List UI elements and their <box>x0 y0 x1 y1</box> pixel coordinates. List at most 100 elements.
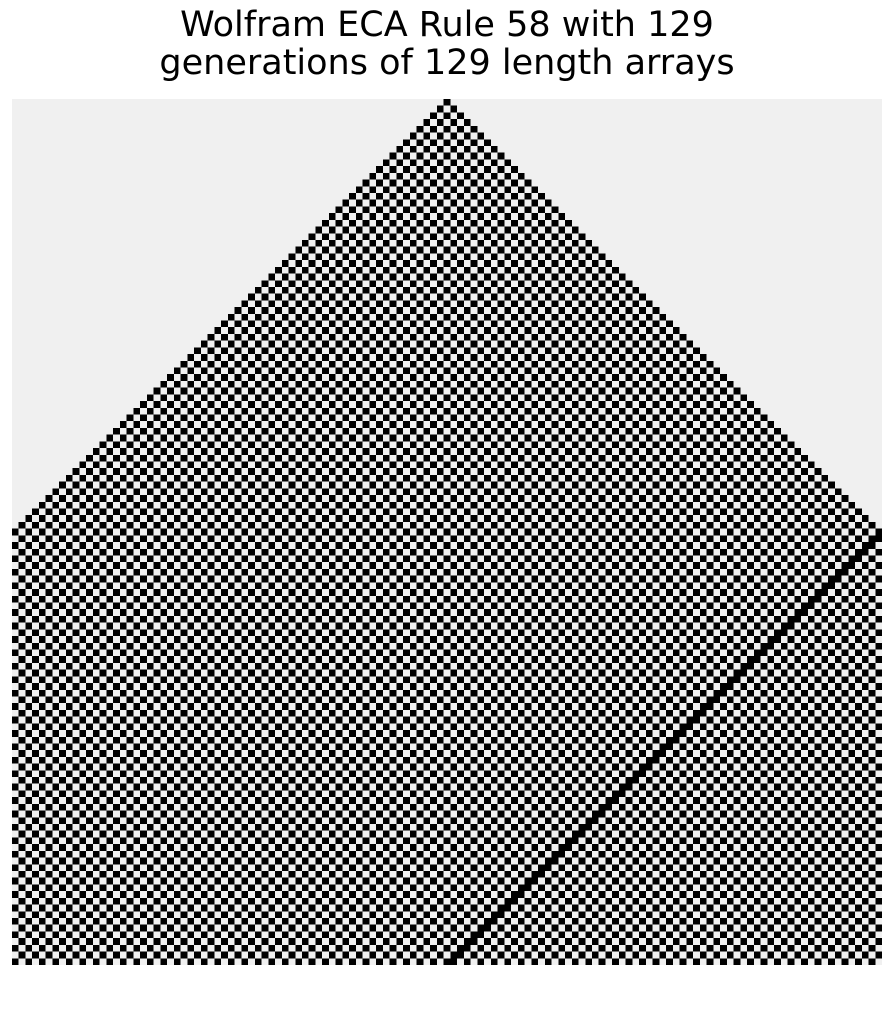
heatmap-cell <box>531 401 539 408</box>
heatmap-cell <box>558 360 566 368</box>
heatmap-cell <box>821 589 829 596</box>
heatmap-cell <box>531 374 539 381</box>
heatmap-cell <box>713 649 721 657</box>
heatmap-cell <box>140 736 147 744</box>
heatmap-cell <box>855 595 862 603</box>
heatmap-cell <box>302 548 309 556</box>
heatmap-cell <box>463 454 471 462</box>
heatmap-cell <box>268 810 276 818</box>
heatmap-cell <box>167 468 174 475</box>
heatmap-cell <box>639 615 646 623</box>
heatmap-cell <box>538 448 545 455</box>
heatmap-cell <box>322 743 329 751</box>
heatmap-cell <box>760 508 768 516</box>
heatmap-cell <box>706 535 714 543</box>
heatmap-cell <box>349 703 356 710</box>
heatmap-cell <box>565 730 572 737</box>
heatmap-cell <box>207 387 215 395</box>
heatmap-cell <box>834 669 842 677</box>
heatmap-cell <box>18 602 26 610</box>
heatmap-cell <box>423 683 431 690</box>
heatmap-cell <box>639 783 646 791</box>
heatmap-cell <box>12 716 19 724</box>
heatmap-cell <box>194 642 201 650</box>
heatmap-cell <box>133 434 141 442</box>
heatmap-row <box>12 703 876 710</box>
heatmap-cell <box>686 488 694 496</box>
heatmap-cell <box>565 622 572 630</box>
heatmap-cell <box>774 589 781 596</box>
heatmap-cell <box>86 548 93 556</box>
heatmap-cell <box>65 568 73 576</box>
heatmap-cell <box>807 474 815 482</box>
heatmap-cell <box>92 582 100 590</box>
heatmap-cell <box>221 347 228 355</box>
heatmap-cell <box>261 642 269 650</box>
heatmap-cell <box>349 434 356 442</box>
heatmap-cell <box>659 609 667 616</box>
heatmap-cell <box>119 582 127 590</box>
heatmap-cell <box>666 683 673 690</box>
heatmap-cell <box>612 508 619 516</box>
heatmap-cell <box>221 602 228 610</box>
heatmap-cell <box>585 709 592 717</box>
heatmap-cell <box>632 622 640 630</box>
heatmap-cell <box>659 763 667 771</box>
heatmap-cell <box>241 448 249 455</box>
heatmap-cell <box>342 642 350 650</box>
heatmap-cell <box>511 770 518 778</box>
heatmap-cell <box>625 615 633 623</box>
heatmap-cell <box>173 716 181 724</box>
heatmap-cell <box>382 669 390 677</box>
heatmap-cell <box>645 488 653 496</box>
heatmap-cell <box>578 354 586 361</box>
heatmap-cell <box>322 622 329 630</box>
heatmap-cell <box>787 468 795 475</box>
heatmap-cell <box>396 750 404 757</box>
heatmap-cell <box>140 803 147 811</box>
heatmap-cell <box>214 703 222 710</box>
heatmap-row <box>389 152 505 160</box>
heatmap-cell <box>551 219 559 227</box>
heatmap-cell <box>780 629 788 637</box>
heatmap-cell <box>565 246 572 254</box>
heatmap-cell <box>92 783 100 791</box>
heatmap-cell <box>187 810 195 818</box>
heatmap-cell <box>355 226 363 234</box>
heatmap-cell <box>382 266 390 274</box>
heatmap-cell <box>612 414 619 422</box>
heatmap-cell <box>167 602 174 610</box>
heatmap-cell <box>780 622 788 630</box>
heatmap-cell <box>470 354 478 361</box>
heatmap-cell <box>484 354 491 361</box>
heatmap-cell <box>268 770 276 778</box>
heatmap-cell <box>470 743 478 751</box>
heatmap-cell <box>167 615 174 623</box>
heatmap-cell <box>315 495 323 502</box>
heatmap-cell <box>376 474 383 482</box>
heatmap-cell <box>443 219 451 227</box>
heatmap-cell <box>484 206 491 214</box>
heatmap-cell <box>565 810 572 818</box>
heatmap-cell <box>659 542 667 549</box>
heatmap-cell <box>254 689 262 697</box>
heatmap-cell <box>511 743 518 751</box>
heatmap-cell <box>531 495 539 502</box>
heatmap-cell <box>382 454 390 462</box>
heatmap-cell <box>18 521 26 529</box>
heatmap-cell <box>268 434 276 442</box>
heatmap-cell <box>490 656 498 663</box>
heatmap-cell <box>490 441 498 449</box>
heatmap-cell <box>699 609 707 616</box>
heatmap-cell <box>25 662 33 670</box>
heatmap-cell <box>389 246 397 254</box>
heatmap-cell <box>126 521 134 529</box>
heatmap-cell <box>524 689 532 697</box>
heatmap-cell <box>450 548 458 556</box>
heatmap-cell <box>281 286 289 294</box>
heatmap-cell <box>571 374 579 381</box>
heatmap-cell <box>666 454 673 462</box>
heatmap-cell <box>706 602 714 610</box>
heatmap-cell <box>25 622 33 630</box>
heatmap-cell <box>275 575 282 583</box>
